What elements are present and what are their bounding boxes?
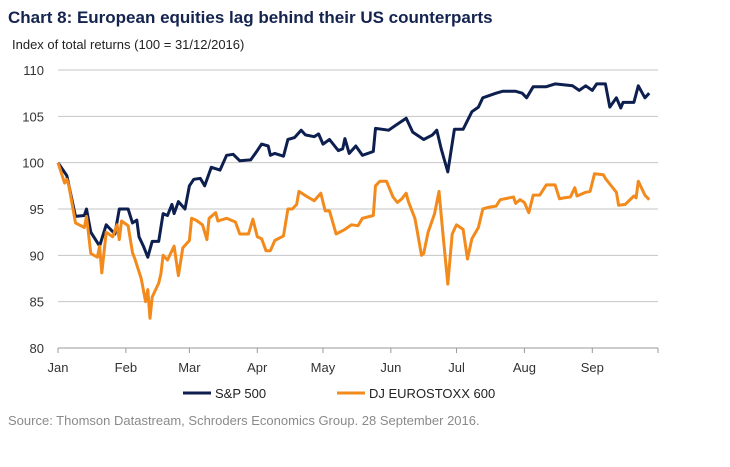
x-tick-label: Apr (247, 360, 268, 375)
x-tick-label: May (311, 360, 336, 375)
x-tick-label: Jun (380, 360, 401, 375)
x-tick-label: Mar (178, 360, 201, 375)
legend-label: DJ EUROSTOXX 600 (369, 386, 495, 401)
legend-label: S&P 500 (215, 386, 266, 401)
x-tick-label: Aug (513, 360, 536, 375)
y-tick-label: 90 (30, 248, 44, 263)
y-tick-label: 85 (30, 295, 44, 310)
x-tick-label: Sep (581, 360, 604, 375)
chart-title: Chart 8: European equities lag behind th… (8, 8, 493, 27)
y-tick-label: 100 (22, 156, 44, 171)
x-tick-label: Jul (448, 360, 465, 375)
y-axis-label: Index of total returns (100 = 31/12/2016… (12, 37, 245, 52)
x-tick-label: Jan (48, 360, 69, 375)
x-tick-label: Feb (115, 360, 137, 375)
y-tick-label: 105 (22, 109, 44, 124)
series-line-0 (56, 82, 651, 259)
y-tick-label: 110 (23, 63, 44, 78)
series-line-1 (56, 162, 651, 320)
y-tick-label: 95 (30, 202, 44, 217)
source-note: Source: Thomson Datastream, Schroders Ec… (8, 413, 480, 428)
y-tick-label: 80 (30, 341, 44, 356)
